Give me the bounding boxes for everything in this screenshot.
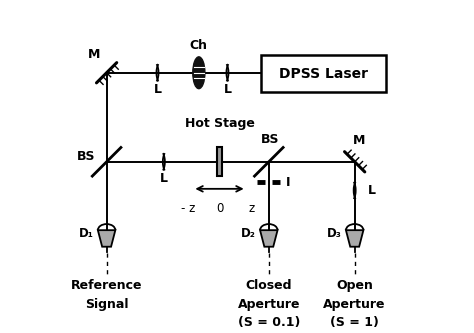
Text: (S = 0.1): (S = 0.1) bbox=[237, 316, 300, 329]
Text: D₃: D₃ bbox=[327, 226, 342, 239]
Text: DPSS Laser: DPSS Laser bbox=[279, 67, 368, 81]
Text: - z: - z bbox=[181, 201, 195, 214]
Text: I: I bbox=[286, 176, 291, 189]
Text: L: L bbox=[223, 84, 231, 97]
Ellipse shape bbox=[193, 57, 205, 89]
Text: Closed: Closed bbox=[246, 279, 292, 292]
Polygon shape bbox=[260, 230, 278, 247]
Text: Open: Open bbox=[336, 279, 373, 292]
Bar bbox=[261, 55, 386, 92]
Text: 0: 0 bbox=[216, 201, 223, 214]
Text: Aperture: Aperture bbox=[237, 298, 300, 311]
Bar bbox=[217, 148, 222, 176]
Text: D₂: D₂ bbox=[241, 226, 256, 239]
Text: Signal: Signal bbox=[85, 298, 128, 311]
Text: D₁: D₁ bbox=[79, 226, 94, 239]
Text: L: L bbox=[367, 184, 375, 197]
Text: L: L bbox=[154, 84, 162, 97]
Polygon shape bbox=[346, 230, 364, 247]
Polygon shape bbox=[98, 230, 115, 247]
Text: M: M bbox=[88, 48, 100, 61]
Text: L: L bbox=[160, 172, 168, 185]
Text: z: z bbox=[248, 201, 255, 214]
Text: Hot Stage: Hot Stage bbox=[184, 117, 255, 130]
Text: BS: BS bbox=[77, 150, 95, 163]
Text: (S = 1): (S = 1) bbox=[330, 316, 379, 329]
Text: Ch: Ch bbox=[190, 39, 208, 52]
Text: M: M bbox=[353, 134, 365, 147]
Text: Aperture: Aperture bbox=[323, 298, 386, 311]
Text: Reference: Reference bbox=[71, 279, 142, 292]
Text: BS: BS bbox=[261, 133, 280, 146]
